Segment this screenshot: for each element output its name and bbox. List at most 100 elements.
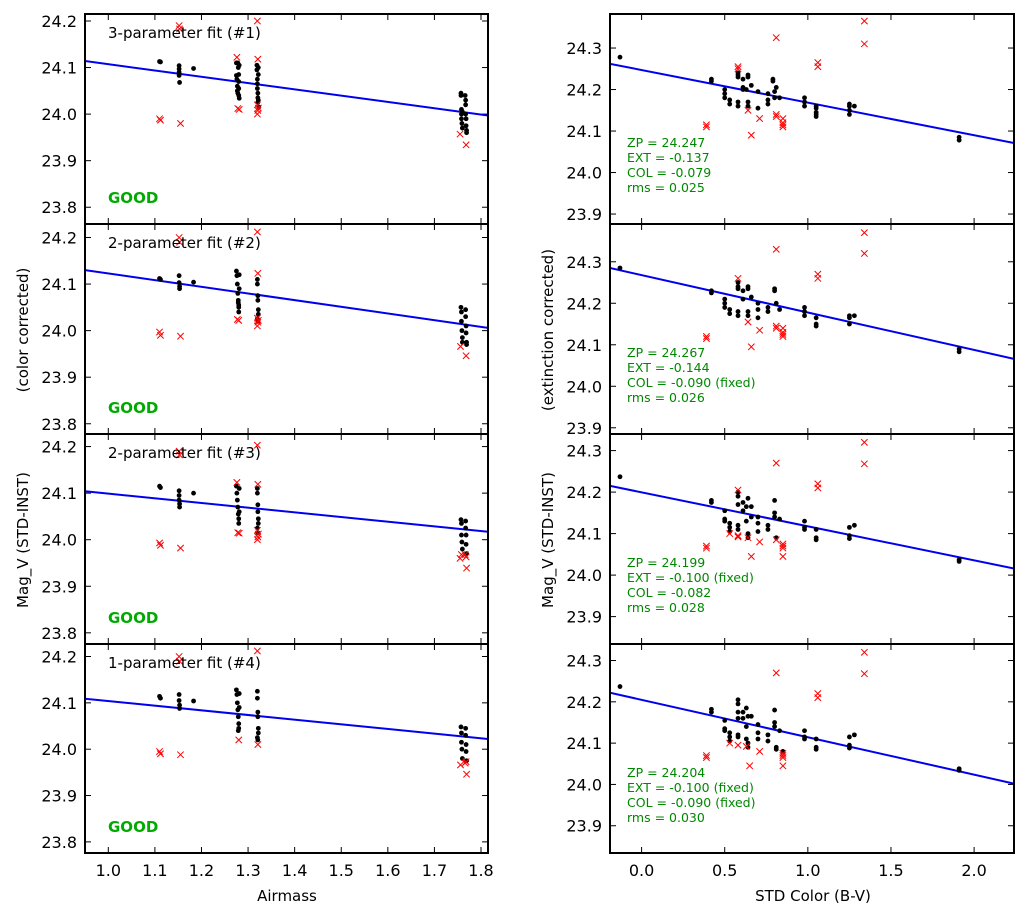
rejected-point [235, 736, 243, 744]
data-point [772, 514, 777, 520]
data-point [813, 537, 819, 543]
data-point [236, 72, 242, 77]
data-point [459, 521, 464, 526]
data-point [459, 746, 465, 752]
x-tick-label: 1.3 [235, 861, 260, 880]
data-point [235, 714, 241, 720]
data-point [255, 97, 261, 103]
status-label: GOOD [108, 818, 158, 836]
rejected-point [462, 758, 470, 766]
x-tick-label: 1.0 [96, 861, 121, 880]
y-tick-label: 24.0 [41, 740, 77, 759]
data-point [255, 730, 261, 736]
data-point [463, 314, 469, 320]
data-point [772, 707, 777, 713]
y-tick-label: 24.2 [41, 12, 77, 31]
rejected-point [756, 747, 764, 755]
data-point [464, 130, 469, 136]
y-tick-label: 24.0 [41, 105, 77, 124]
rejected-point [746, 762, 754, 770]
data-point [745, 531, 751, 537]
data-point [743, 705, 749, 711]
rejected-point [254, 741, 262, 749]
data-point [236, 95, 242, 101]
fit-line [610, 62, 1014, 145]
data-point [956, 559, 962, 564]
data-point [755, 307, 761, 312]
data-point [236, 302, 242, 308]
rejected-point [702, 751, 710, 760]
rejected-point [772, 34, 780, 42]
data-point [745, 744, 751, 750]
rejected-point [456, 554, 464, 562]
data-point [743, 87, 749, 92]
rejected-point [779, 330, 787, 338]
rejected-point [254, 316, 262, 324]
rejected-point [860, 460, 868, 468]
y-tick-label: 24.0 [566, 377, 602, 396]
rejected-point [702, 332, 710, 341]
x-tick-label: 1.4 [282, 861, 307, 880]
rejected-point [461, 551, 469, 559]
panel-airmass-fit-1: 23.8 23.9 24.0 24.1 24.2 3-parameter fit (#1)… [41, 12, 489, 225]
data-point [234, 700, 240, 706]
x-tick-label: 0.5 [712, 861, 737, 880]
left-xlabel: Airmass [257, 887, 317, 905]
y-tick-label: 23.9 [41, 577, 77, 596]
panel-airmass-fit-4: 1.0 1.1 1.2 1.3 1.4 1.5 1.6 1.7 1.8 23.8 23.9 24.0 2… [41, 643, 494, 880]
data-point [735, 709, 741, 715]
data-point [722, 305, 728, 310]
data-point [802, 518, 807, 524]
data-point [463, 97, 469, 103]
data-point [235, 290, 241, 296]
plot-area [85, 647, 488, 778]
data-point [802, 313, 807, 319]
data-point [234, 687, 239, 693]
fit-line [85, 60, 488, 117]
data-point [236, 516, 242, 522]
rejected-point [156, 750, 165, 758]
data-point [191, 66, 196, 71]
fit-parameter-text: COL = -0.082 [627, 585, 711, 600]
data-point [236, 691, 242, 696]
data-point [176, 497, 182, 503]
left-ylabel-line1-group: Mag_V (STD-INST) [14, 472, 33, 608]
rejected-point [156, 331, 165, 339]
y-tick-label: 24.2 [566, 294, 602, 313]
data-point [236, 309, 242, 315]
plot-area [610, 17, 1014, 224]
x-tick-label: 1.5 [878, 861, 903, 880]
data-point [709, 78, 714, 84]
rejected-point [772, 459, 780, 467]
data-point [458, 517, 464, 523]
rejected-point [462, 352, 470, 360]
panel-airmass-fit-2: 23.8 23.9 24.0 24.1 24.2 2-parameter fit (#2)… [41, 223, 489, 435]
rejected-point [176, 332, 185, 340]
data-point [777, 95, 782, 101]
data-point [727, 520, 733, 526]
rejected-point [235, 105, 243, 114]
data-point [459, 335, 465, 341]
data-point [463, 116, 469, 122]
data-point [463, 749, 469, 754]
rejected-point [702, 334, 710, 343]
rejected-point [772, 324, 780, 332]
data-point [740, 715, 746, 721]
rejected-point [233, 478, 241, 486]
data-point [191, 279, 196, 285]
data-point [236, 272, 242, 278]
status-label: GOOD [108, 399, 158, 417]
fit-parameter-text: ZP = 24.199 [627, 555, 705, 570]
data-point [740, 709, 746, 715]
data-point [254, 695, 260, 701]
rejected-point [176, 751, 185, 759]
data-point [459, 546, 465, 552]
data-point [727, 97, 733, 103]
data-point [709, 500, 714, 505]
rejected-point [254, 533, 262, 541]
data-point [740, 296, 746, 302]
rejected-point [456, 761, 465, 769]
data-point [255, 521, 261, 526]
data-point [176, 73, 182, 78]
